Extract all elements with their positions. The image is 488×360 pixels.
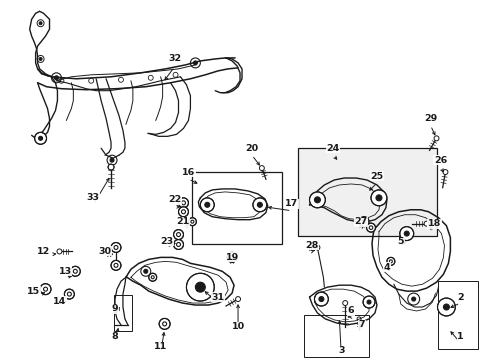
Circle shape (318, 297, 323, 302)
Bar (114, 295, 132, 331)
Circle shape (226, 252, 237, 262)
Text: 7: 7 (358, 320, 365, 329)
Circle shape (309, 192, 325, 208)
Circle shape (39, 136, 42, 140)
Text: 30: 30 (99, 247, 111, 256)
Circle shape (314, 245, 319, 250)
Bar (438, 281, 477, 349)
Text: 16: 16 (182, 167, 195, 176)
Circle shape (259, 166, 264, 171)
Circle shape (186, 273, 214, 301)
Circle shape (143, 269, 147, 273)
Circle shape (204, 202, 209, 207)
Text: 24: 24 (326, 144, 339, 153)
Circle shape (442, 170, 447, 175)
Text: 27: 27 (354, 217, 367, 226)
Circle shape (110, 158, 114, 162)
Text: 21: 21 (176, 217, 189, 226)
Text: 9: 9 (111, 305, 118, 314)
Text: 15: 15 (27, 287, 40, 296)
Circle shape (173, 239, 183, 249)
Text: 28: 28 (304, 241, 318, 250)
Text: 12: 12 (37, 247, 50, 256)
Text: 33: 33 (86, 193, 100, 202)
Circle shape (362, 296, 374, 308)
Circle shape (375, 195, 381, 201)
Text: 19: 19 (225, 253, 238, 262)
Circle shape (193, 61, 197, 65)
Circle shape (314, 292, 327, 306)
Text: 23: 23 (160, 237, 173, 246)
Circle shape (370, 190, 386, 206)
Circle shape (188, 218, 196, 226)
Circle shape (366, 223, 375, 232)
Bar (297, 148, 436, 235)
Text: 6: 6 (347, 306, 354, 315)
Bar (192, 172, 281, 243)
Circle shape (54, 76, 59, 80)
Text: 29: 29 (423, 114, 436, 123)
Circle shape (366, 300, 370, 304)
Text: 26: 26 (433, 156, 446, 165)
Circle shape (159, 319, 170, 329)
Circle shape (35, 132, 46, 144)
Circle shape (252, 198, 266, 212)
Circle shape (358, 217, 368, 227)
Circle shape (314, 197, 320, 203)
Circle shape (356, 317, 360, 321)
Circle shape (173, 230, 183, 239)
Circle shape (64, 289, 74, 299)
Circle shape (148, 273, 156, 281)
Circle shape (235, 297, 240, 302)
Text: 18: 18 (427, 219, 440, 228)
Circle shape (195, 282, 205, 292)
Circle shape (39, 58, 42, 60)
Bar (303, 315, 368, 357)
Text: 22: 22 (167, 195, 181, 204)
Circle shape (437, 298, 454, 316)
Circle shape (178, 198, 188, 208)
Circle shape (111, 260, 121, 270)
Circle shape (257, 202, 262, 207)
Circle shape (411, 297, 415, 301)
Circle shape (423, 221, 428, 226)
Text: 3: 3 (337, 346, 344, 355)
Circle shape (108, 164, 114, 170)
Text: 11: 11 (154, 342, 167, 351)
Text: 5: 5 (397, 237, 403, 246)
Circle shape (404, 231, 408, 236)
Circle shape (70, 266, 80, 276)
Text: 14: 14 (53, 297, 66, 306)
Text: 1: 1 (456, 332, 463, 341)
Text: 2: 2 (456, 293, 463, 302)
Circle shape (200, 198, 214, 212)
Circle shape (57, 249, 62, 254)
Text: 8: 8 (111, 332, 118, 341)
Circle shape (433, 136, 438, 141)
Text: 31: 31 (211, 293, 224, 302)
Circle shape (342, 301, 347, 306)
Text: 32: 32 (168, 54, 181, 63)
Circle shape (40, 284, 51, 294)
Text: 17: 17 (285, 199, 298, 208)
Circle shape (443, 304, 448, 310)
Circle shape (178, 207, 188, 217)
Text: 10: 10 (231, 322, 244, 331)
Circle shape (386, 257, 394, 265)
Text: 13: 13 (59, 267, 72, 276)
Circle shape (399, 227, 413, 240)
Text: 25: 25 (369, 171, 383, 180)
Text: 20: 20 (245, 144, 258, 153)
Circle shape (111, 243, 121, 252)
Circle shape (39, 22, 42, 25)
Text: 4: 4 (383, 263, 389, 272)
